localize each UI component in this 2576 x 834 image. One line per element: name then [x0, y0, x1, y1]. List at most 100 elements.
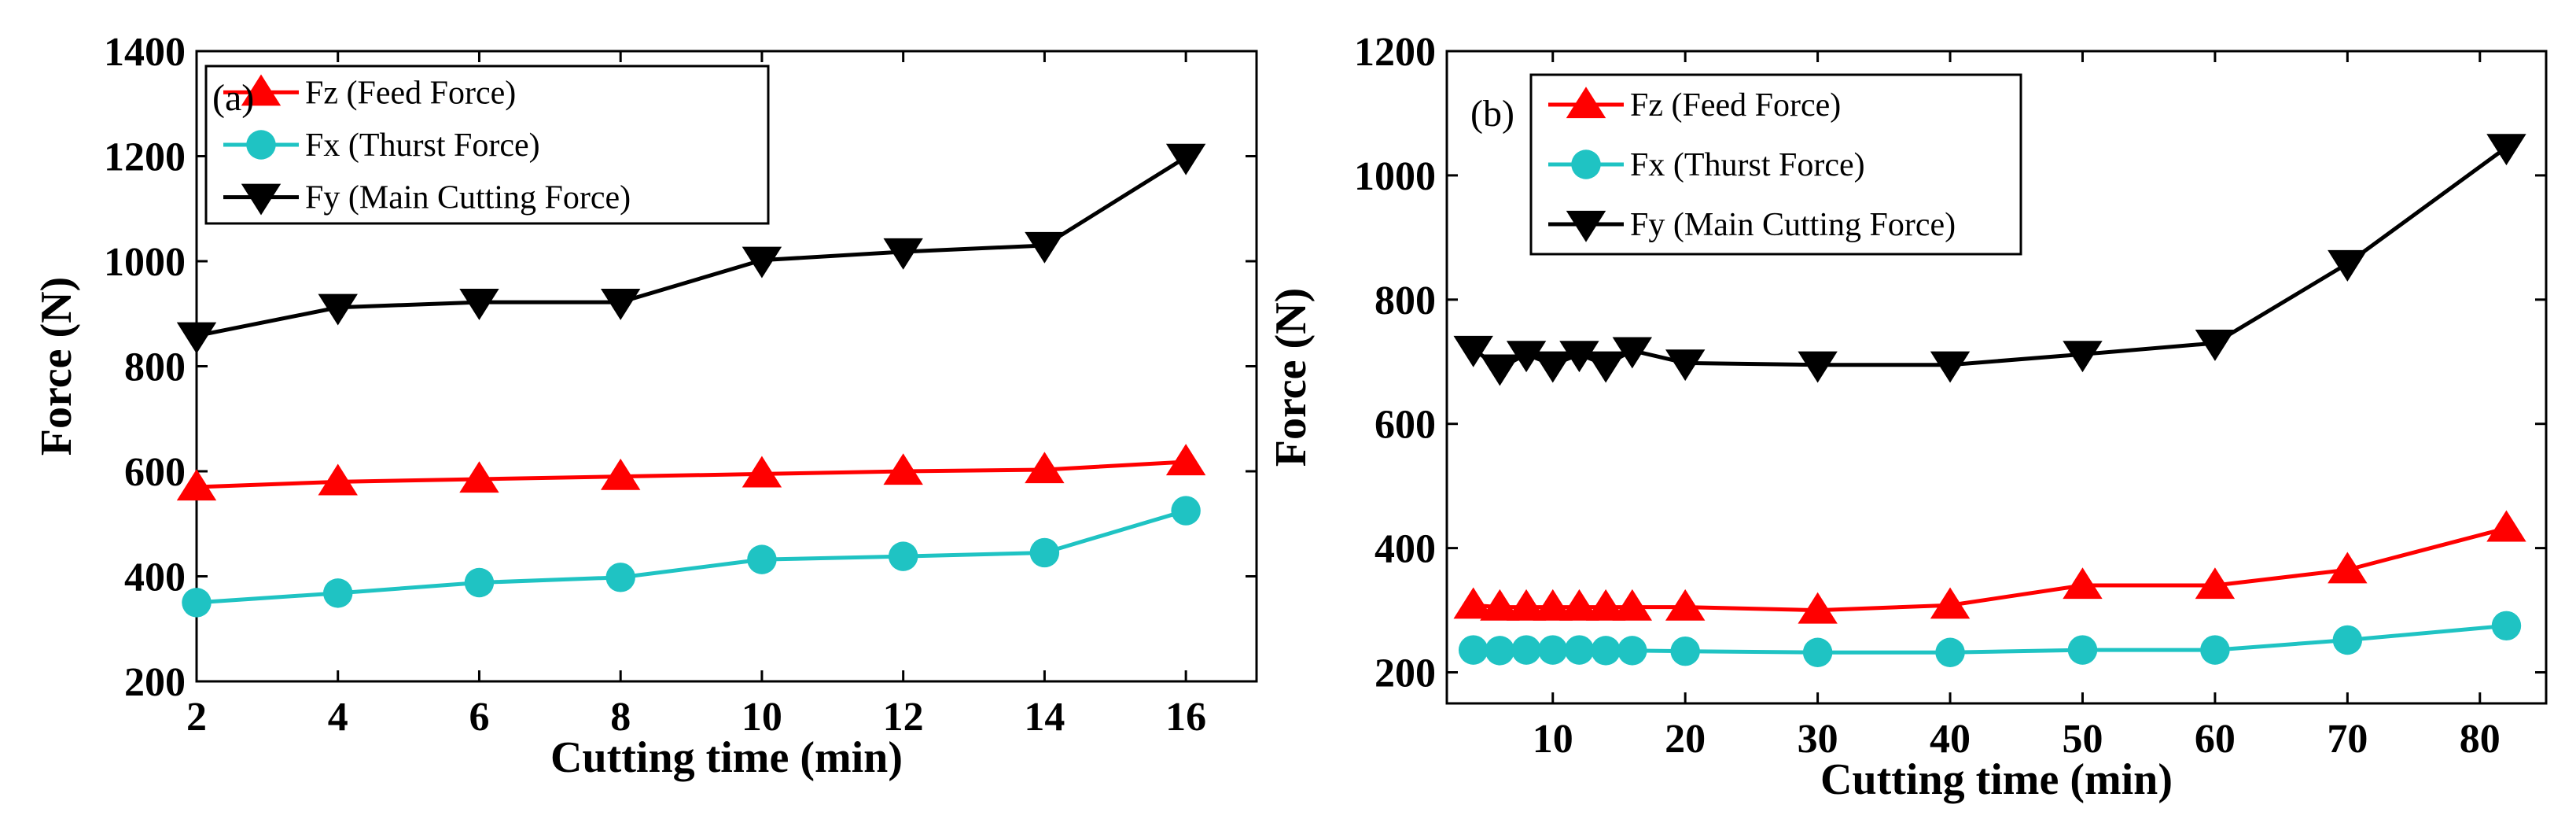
- panel-a-chart: 2 4 6 8 10 12 14 16 200 400 600 800 1000 1200 1400 Cutt…: [32, 30, 1258, 782]
- panel-b-fx-point: [2200, 635, 2230, 665]
- panel-b-fz-point: [2486, 510, 2526, 542]
- panel-a-fz-point: [601, 458, 641, 490]
- panel-a-fz-point: [1165, 444, 1206, 476]
- panel-b-legend-label: Fz (Feed Force): [1630, 87, 1841, 124]
- panel-a-fz-point: [1025, 452, 1065, 484]
- panel-b-fy-point: [2195, 329, 2236, 361]
- panel-a-x-tick-label: 6: [469, 695, 489, 740]
- panel-b-y-tick-label: 400: [1374, 527, 1436, 572]
- panel-a-y-tick-label: 1000: [104, 240, 186, 285]
- panel-b-y-tick-label: 800: [1374, 279, 1436, 323]
- panel-a-fz-point: [883, 453, 923, 485]
- panel-a-y-tick-label: 1200: [104, 135, 186, 180]
- panel-a-fy-point: [1165, 143, 1206, 175]
- panel-b-fx-point: [2491, 611, 2522, 641]
- panel-b-x-tick-label: 10: [1533, 717, 1573, 762]
- panel-b-y-tick-label: 200: [1374, 651, 1436, 696]
- panel-a-legend-label: Fx (Thurst Force): [305, 127, 540, 164]
- panel-a-fy-point: [176, 322, 217, 354]
- panel-b-fz-point: [1559, 589, 1599, 621]
- panel-b-fy-point: [1453, 335, 1493, 367]
- panel-a-x-tick-label: 4: [328, 695, 348, 740]
- panel-a-y-tick-label: 400: [124, 555, 186, 600]
- panel-a-fx-point: [182, 588, 212, 618]
- panel-a-y-tick-label: 600: [124, 450, 186, 495]
- panel-b-fz-point: [1480, 589, 1520, 621]
- panel-a-fy-point: [1025, 231, 1065, 264]
- panel-b-y-axis-label: Force (N): [1267, 288, 1316, 467]
- panel-b-fz-point: [2328, 552, 2368, 584]
- panel-b-fz-point: [1930, 587, 1971, 619]
- panel-a-fx-point: [605, 563, 635, 592]
- panel-b-y-tick-label: 600: [1374, 403, 1436, 448]
- panel-b-fy-point: [1930, 351, 1971, 383]
- panel-a-legend-marker: [241, 183, 282, 216]
- panel-b-fx-point: [1617, 636, 1647, 666]
- panel-b-fx-point: [2067, 635, 2098, 665]
- panel-b-legend-marker: [1566, 87, 1606, 119]
- panel-a-x-tick-label: 8: [610, 695, 631, 740]
- panel-b-legend-label: Fx (Thurst Force): [1630, 147, 1865, 183]
- panel-b-fx-point: [1591, 636, 1621, 666]
- panel-b-x-tick-label: 70: [2327, 717, 2368, 762]
- panel-b-fz-point: [2063, 567, 2103, 600]
- panel-a-fy-point: [742, 246, 782, 279]
- panel-a-fx-point: [888, 541, 918, 571]
- panel-a-y-tick-label: 800: [124, 345, 186, 390]
- panel-a-fx-point: [747, 544, 777, 574]
- panel-b-fy-point: [1559, 341, 1599, 373]
- panel-b-fx-point: [1485, 636, 1515, 666]
- panel-a-x-axis-label: Cutting time (min): [550, 733, 903, 782]
- panel-b-fx-point: [1538, 635, 1568, 665]
- panel-a-x-tick-label: 14: [1024, 695, 1065, 740]
- panel-b-fy-point: [2328, 249, 2368, 282]
- panel-b-fx-point: [1458, 635, 1489, 665]
- panel-b-fy-point: [1612, 337, 1653, 369]
- panel-a-fy-point: [883, 238, 923, 270]
- panel-a-fz-point: [176, 469, 217, 501]
- panel-a-fx-point: [1171, 496, 1201, 526]
- panel-b-y-tick-label: 1000: [1354, 154, 1436, 199]
- panel-a-fx-point: [323, 578, 353, 608]
- panel-b-fx-point: [1802, 637, 1833, 667]
- panel-b-x-tick-label: 40: [1930, 717, 1971, 762]
- panel-b-fz-point: [1506, 589, 1547, 621]
- panel-a-fy-point: [601, 288, 641, 320]
- panel-b-x-tick-label: 80: [2460, 717, 2501, 762]
- panel-b-fx-point: [1670, 636, 1700, 666]
- panel-a-fx-point: [1029, 537, 1060, 568]
- panel-b-fz-point: [1665, 589, 1706, 621]
- panel-b-x-tick-label: 20: [1665, 717, 1706, 762]
- panel-b-fz-point: [1585, 589, 1626, 621]
- panel-b-chart: 10 20 30 40 50 60 70 80 200 400 600 800 1000 1200 Cutt…: [1267, 30, 2548, 804]
- panel-a-legend-label: Fy (Main Cutting Force): [305, 180, 631, 216]
- panel-b-fy-point: [2063, 341, 2103, 373]
- panel-b-fx-point: [1564, 635, 1595, 665]
- panel-b-x-tick-label: 60: [2195, 717, 2236, 762]
- panel-b-x-tick-label: 50: [2062, 717, 2103, 762]
- panel-a-y-tick-label: 1400: [104, 30, 186, 75]
- panel-a-x-tick-label: 12: [883, 695, 924, 740]
- panel-b-fy-point: [1585, 351, 1626, 383]
- panel-a-fz-point: [318, 463, 358, 496]
- panel-b-legend-marker: [1566, 210, 1606, 242]
- panel-a-legend: [204, 65, 770, 225]
- panel-b-fy-point: [1798, 351, 1838, 383]
- panel-b-fx-point: [1935, 637, 1965, 667]
- panel-b-y-tick-label: 1200: [1354, 30, 1436, 75]
- panel-a-fx-point: [464, 567, 495, 598]
- panel-b-plot-frame: [1445, 50, 2548, 705]
- panel-a-fy-point: [318, 293, 358, 326]
- panel-a-fy-point: [459, 288, 499, 320]
- panel-b-fz-point: [1612, 589, 1653, 621]
- panel-a-fy-line: [196, 155, 1187, 338]
- panel-b-fz-point: [1453, 587, 1493, 619]
- panel-b-x-axis-label: Cutting time (min): [1820, 755, 2173, 804]
- panel-b-fz-point: [2195, 567, 2236, 600]
- panel-a-panel-label: (a): [212, 77, 254, 119]
- panel-a-legend-marker: [246, 130, 276, 160]
- panel-b-fy-point: [1480, 354, 1520, 386]
- panel-b-fx-point: [2332, 625, 2363, 655]
- panel-b-fy-point: [1506, 341, 1547, 373]
